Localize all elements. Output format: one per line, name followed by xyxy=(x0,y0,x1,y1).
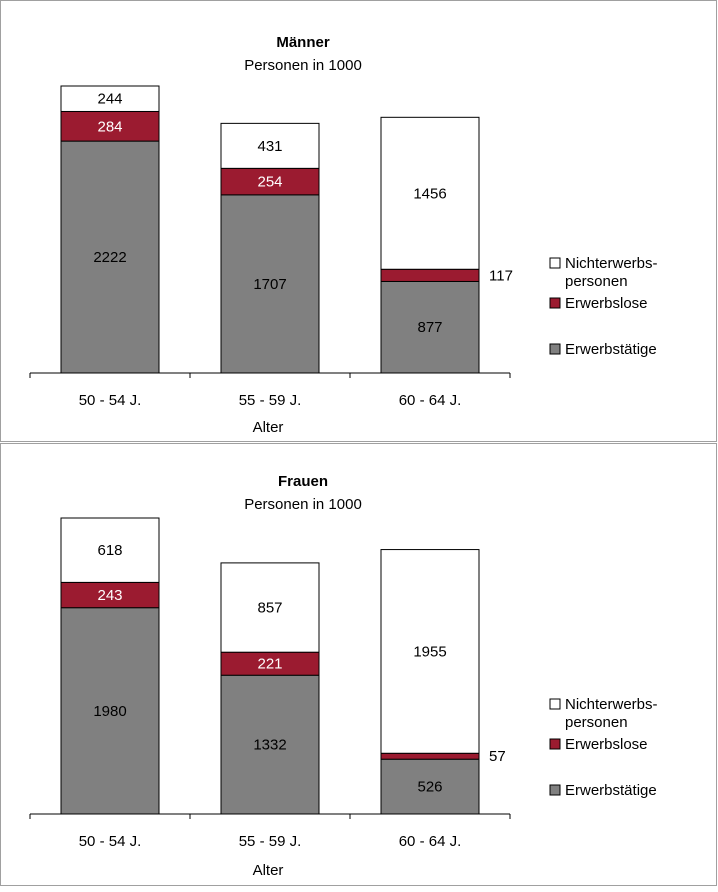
legend-label-nichterwerbspersonen: Nichterwerbs- xyxy=(565,255,658,272)
x-tick-label: 50 - 54 J. xyxy=(79,833,142,850)
legend-swatch-erwerbstaetige xyxy=(549,784,561,796)
bar-segment xyxy=(60,581,160,609)
bar-segment xyxy=(380,268,480,282)
bar-segment xyxy=(60,85,160,112)
legend-swatch-erwerbstaetige xyxy=(549,343,561,355)
data-label: 243 xyxy=(97,587,122,604)
bar-segment xyxy=(380,280,480,374)
chart-title: Männer xyxy=(276,34,330,51)
data-label: 1980 xyxy=(93,703,126,720)
data-label: 1456 xyxy=(413,185,446,202)
chart-title: Frauen xyxy=(278,473,328,490)
chart-panel-maenner: Männer Personen in 1000 2222 284 244 1707 25… xyxy=(0,0,717,442)
data-label: 1955 xyxy=(413,643,446,660)
chart-subtitle: Personen in 1000 xyxy=(244,496,362,513)
bar-segment xyxy=(60,140,160,374)
data-label: 526 xyxy=(417,779,442,796)
data-label: 618 xyxy=(97,542,122,559)
data-label: 431 xyxy=(257,138,282,155)
legend-label-nichterwerbspersonen: Nichterwerbs- xyxy=(565,696,658,713)
legend: Nichterwerbs- personen Erwerbslose Erwer… xyxy=(549,696,658,799)
bar-segment xyxy=(60,607,160,815)
legend-swatch-erwerbslose xyxy=(549,738,561,750)
data-label: 244 xyxy=(97,91,122,108)
legend-label-erwerbslose: Erwerbslose xyxy=(565,295,648,312)
legend-label-erwerbstaetige: Erwerbstätige xyxy=(565,782,657,799)
data-label: 221 xyxy=(257,656,282,673)
x-axis-label: Alter xyxy=(253,862,284,879)
legend-label-nichterwerbspersonen-cont: personen xyxy=(565,273,628,290)
x-tick-label: 60 - 64 J. xyxy=(399,392,462,409)
bar-group: 2222 284 244 1707 254 431 877 117 1456 xyxy=(60,85,513,374)
legend: Nichterwerbs- personen Erwerbslose Erwer… xyxy=(549,255,658,358)
x-tick-label: 55 - 59 J. xyxy=(239,392,302,409)
legend-swatch-nichterwerbspersonen xyxy=(549,257,561,269)
bar-segment xyxy=(220,562,320,653)
bar-segment xyxy=(380,758,480,815)
bar-segment xyxy=(220,122,320,169)
x-tick-label: 55 - 59 J. xyxy=(239,833,302,850)
data-label: 117 xyxy=(489,267,513,284)
bar-group: 1980 243 618 1332 221 857 526 57 1955 xyxy=(60,517,506,815)
data-label: 284 xyxy=(97,118,122,135)
chart-subtitle: Personen in 1000 xyxy=(244,57,362,74)
data-label: 877 xyxy=(417,319,442,336)
bar-segment xyxy=(60,517,160,583)
data-label: 57 xyxy=(489,748,506,765)
bar-segment xyxy=(220,194,320,374)
bar-segment xyxy=(380,549,480,754)
x-tick-label: 50 - 54 J. xyxy=(79,392,142,409)
bar-segment xyxy=(380,116,480,270)
bar-segment xyxy=(220,167,320,196)
chart-panel-frauen: Frauen Personen in 1000 1980 243 618 1332 22… xyxy=(0,443,717,886)
bar-segment xyxy=(380,752,480,760)
data-label: 857 xyxy=(257,600,282,617)
legend-swatch-nichterwerbspersonen xyxy=(549,698,561,710)
legend-label-erwerbslose: Erwerbslose xyxy=(565,736,648,753)
x-tick-label: 60 - 64 J. xyxy=(399,833,462,850)
x-axis-label: Alter xyxy=(253,419,284,436)
data-label: 1332 xyxy=(253,737,286,754)
data-label: 2222 xyxy=(93,249,126,266)
legend-swatch-erwerbslose xyxy=(549,297,561,309)
legend-label-erwerbstaetige: Erwerbstätige xyxy=(565,341,657,358)
legend-label-nichterwerbspersonen-cont: personen xyxy=(565,714,628,731)
data-label: 254 xyxy=(257,174,282,191)
data-label: 1707 xyxy=(253,276,286,293)
